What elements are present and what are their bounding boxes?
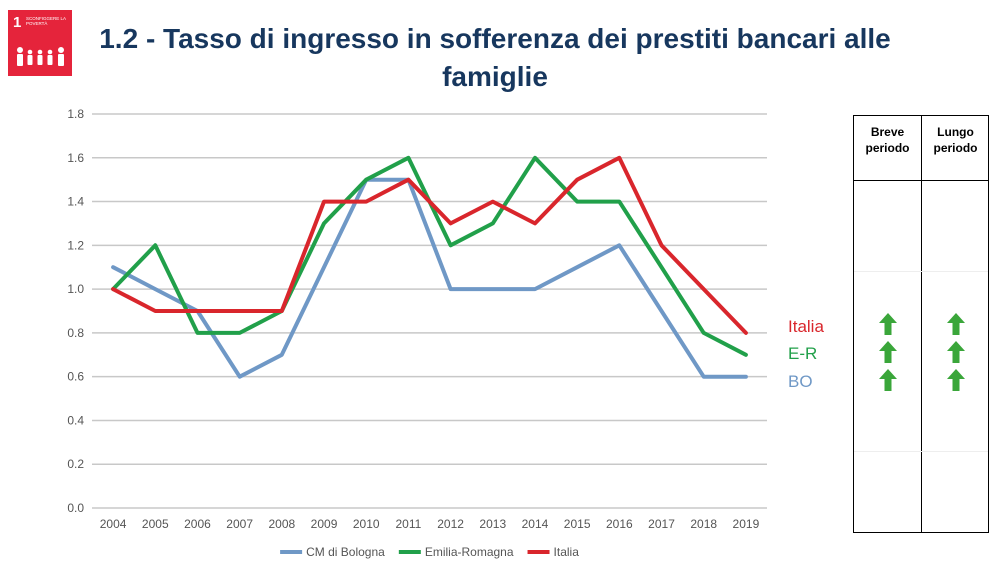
x-tick-label: 2016 <box>606 517 633 531</box>
y-tick-label: 1.0 <box>67 282 84 296</box>
arrow-up-icon <box>922 368 989 392</box>
x-tick-label: 2015 <box>564 517 591 531</box>
sdg-goal-1-badge: 1 SCONFIGGERE LA POVERTÀ <box>8 10 72 76</box>
arrow-up-icon <box>854 340 921 364</box>
grid-lines <box>92 113 767 509</box>
legend: CM di Bologna Emilia-Romagna Italia <box>280 545 579 559</box>
x-tick-label: 2014 <box>522 517 549 531</box>
x-tick-label: 2005 <box>142 517 169 531</box>
arrow-up-icon <box>854 368 921 392</box>
x-tick-label: 2010 <box>353 517 380 531</box>
arrow-up-icon <box>854 312 921 336</box>
row-divider <box>854 271 988 272</box>
y-tick-label: 0.6 <box>67 370 84 384</box>
x-tick-label: 2008 <box>268 517 295 531</box>
series-line-cm-di-bologna <box>111 177 748 379</box>
header-long-term: Lungo periodo <box>933 125 978 155</box>
x-tick-label: 2006 <box>184 517 211 531</box>
family-icon <box>17 47 64 66</box>
y-axis-ticks: 0.0 0.2 0.4 0.6 0.8 1.0 1.2 1.4 1.6 1.8 <box>67 107 84 515</box>
x-tick-label: 2009 <box>311 517 338 531</box>
header-divider <box>854 180 988 181</box>
sdg-number: 1 <box>13 14 22 31</box>
y-tick-label: 0.4 <box>67 413 84 427</box>
y-tick-label: 1.2 <box>67 238 84 252</box>
x-tick-label: 2013 <box>479 517 506 531</box>
y-tick-label: 0.2 <box>67 457 84 471</box>
x-tick-label: 2017 <box>648 517 675 531</box>
legend-entry: Italia <box>554 545 580 559</box>
x-axis-ticks: 2004 2005 2006 2007 2008 2009 2010 2011 2012 2013… <box>100 517 760 531</box>
series-label-er: E-R <box>788 344 818 363</box>
arrow-up-icon <box>922 312 989 336</box>
x-tick-label: 2018 <box>690 517 717 531</box>
x-tick-label: 2019 <box>733 517 760 531</box>
y-tick-label: 0.8 <box>67 326 84 340</box>
y-tick-label: 0.0 <box>67 501 84 515</box>
legend-entry: CM di Bologna <box>306 545 385 559</box>
sdg-label: SCONFIGGERE LA POVERTÀ <box>26 16 66 26</box>
x-tick-label: 2007 <box>226 517 253 531</box>
header-short-term: Breve periodo <box>865 125 910 155</box>
y-tick-label: 1.6 <box>67 151 84 165</box>
series-lines <box>111 155 748 379</box>
arrow-up-icon <box>922 340 989 364</box>
trend-table: Breve periodo Lungo periodo <box>853 115 989 533</box>
series-line-italia <box>111 155 748 335</box>
row-divider <box>854 451 988 452</box>
x-tick-label: 2011 <box>396 517 422 531</box>
x-tick-label: 2012 <box>437 517 464 531</box>
legend-entry: Emilia-Romagna <box>425 545 514 559</box>
series-label-bo: BO <box>788 372 813 391</box>
series-label-italia: Italia <box>788 317 824 336</box>
x-tick-label: 2004 <box>100 517 127 531</box>
column-divider <box>921 116 922 532</box>
page-title: 1.2 - Tasso di ingresso in sofferenza de… <box>99 23 891 92</box>
y-tick-label: 1.8 <box>67 107 84 121</box>
y-tick-label: 1.4 <box>67 195 84 209</box>
